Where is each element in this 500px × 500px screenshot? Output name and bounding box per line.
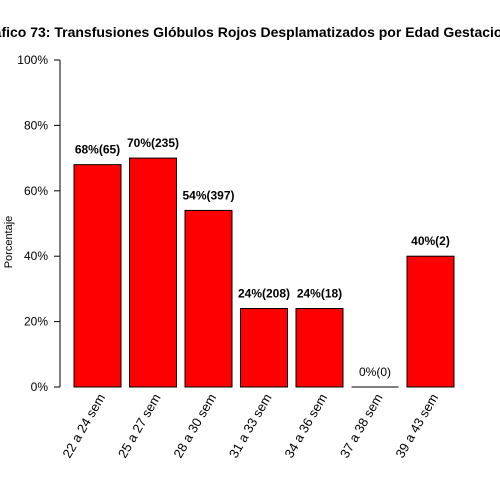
x-tick-label: 39 a 43 sem <box>392 391 441 460</box>
bar <box>240 308 288 388</box>
data-label: 24%(18) <box>297 287 342 301</box>
bar <box>73 164 122 388</box>
x-tick-label: 37 a 38 sem <box>337 391 386 460</box>
y-tick-label: 20% <box>24 315 48 329</box>
data-labels: 68%(65) 70%(235) 54%(397) 24%(208) 24%(18) 0%… <box>75 136 450 379</box>
y-axis: 0% 20% 40% 60% 80% 100% <box>17 53 61 394</box>
x-tick-label: 22 a 24 sem <box>59 391 108 460</box>
data-label: 54%(397) <box>182 188 234 202</box>
data-label: 0%(0) <box>359 365 391 379</box>
y-tick-label: 0% <box>31 380 49 394</box>
chart-title: Gráfico 73: Transfusiones Glóbulos Rojos… <box>0 24 500 40</box>
y-tick-label: 80% <box>24 118 48 132</box>
y-tick-label: 60% <box>24 184 48 198</box>
data-label: 68%(65) <box>75 143 120 157</box>
bars <box>73 157 455 388</box>
y-tick-label: 40% <box>24 249 48 263</box>
x-tick-labels: 22 a 24 sem 25 a 27 sem 28 a 30 sem 31 a 33… <box>59 391 441 460</box>
y-axis-label: Porcentaje <box>3 216 15 269</box>
data-label: 24%(208) <box>238 287 290 301</box>
x-tick-label: 28 a 30 sem <box>170 391 219 460</box>
x-tick-label: 31 a 33 sem <box>226 391 275 460</box>
bar <box>129 157 177 388</box>
bar <box>406 255 455 388</box>
data-label: 70%(235) <box>127 136 179 150</box>
bar <box>295 308 344 388</box>
data-label: 40%(2) <box>411 234 450 248</box>
y-tick-label: 100% <box>17 53 48 67</box>
bar <box>184 209 233 388</box>
x-tick-label: 25 a 27 sem <box>115 391 164 460</box>
x-tick-label: 34 a 36 sem <box>281 391 330 460</box>
